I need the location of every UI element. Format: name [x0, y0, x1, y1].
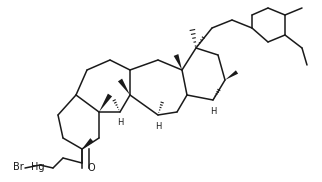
Polygon shape — [99, 94, 112, 112]
Polygon shape — [82, 138, 94, 149]
Text: H: H — [210, 107, 216, 116]
Polygon shape — [174, 54, 182, 70]
Text: O: O — [87, 163, 95, 173]
Text: Br: Br — [13, 162, 24, 172]
Polygon shape — [118, 79, 130, 95]
Polygon shape — [225, 70, 238, 80]
Text: Hg: Hg — [31, 162, 45, 172]
Text: H: H — [117, 118, 123, 127]
Text: H: H — [155, 122, 161, 131]
